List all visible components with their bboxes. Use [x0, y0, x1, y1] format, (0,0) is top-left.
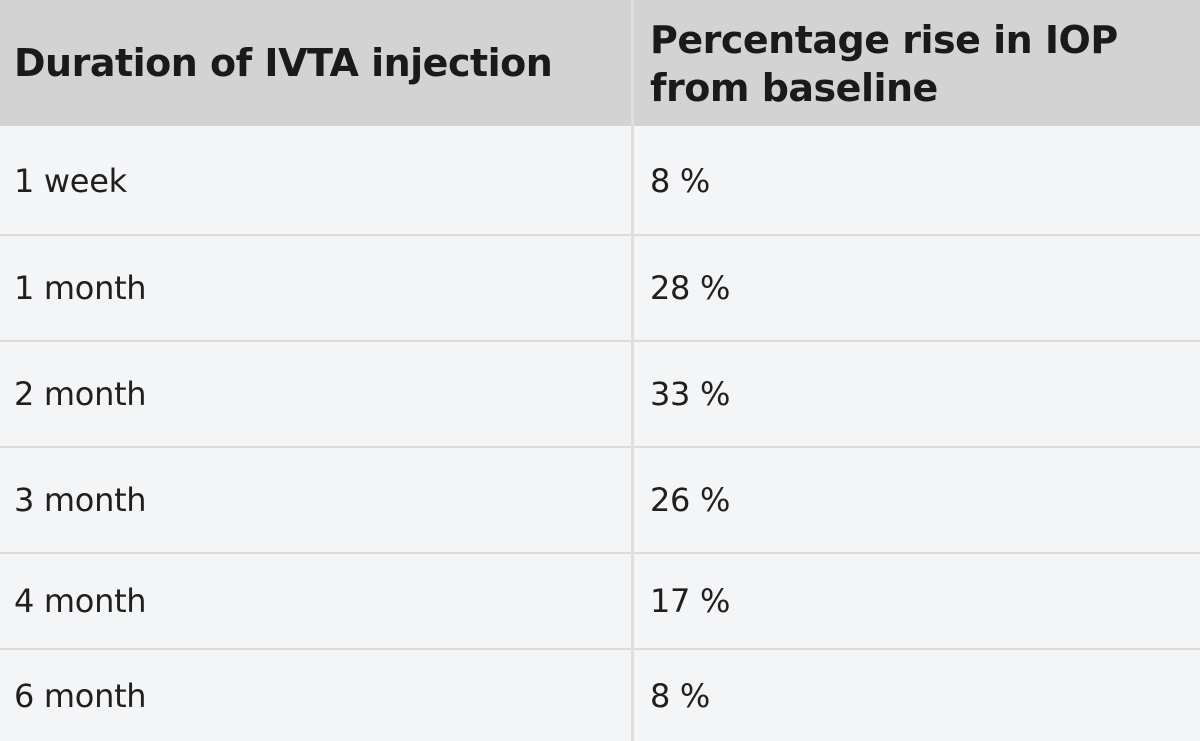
row-divider: [0, 234, 1200, 236]
row-divider: [0, 648, 1200, 650]
row-4-rise: 26 %: [650, 481, 731, 519]
row-divider: [0, 446, 1200, 448]
column-divider: [631, 0, 634, 741]
row-3-duration: 2 month: [14, 375, 147, 413]
row-1-duration: 1 week: [14, 162, 127, 200]
table-header-row: [0, 0, 1200, 126]
row-5-duration: 4 month: [14, 582, 147, 620]
row-6-rise: 8 %: [650, 676, 711, 715]
row-6-duration: 6 month: [14, 676, 147, 715]
row-4-duration: 3 month: [14, 481, 147, 519]
row-3-rise: 33 %: [650, 375, 731, 413]
row-2-rise: 28 %: [650, 269, 731, 307]
row-1-rise: 8 %: [650, 162, 711, 200]
row-5-rise: 17 %: [650, 582, 731, 620]
row-2-duration: 1 month: [14, 269, 147, 307]
row-divider: [0, 340, 1200, 342]
header-duration: Duration of IVTA injection: [14, 41, 553, 85]
row-divider: [0, 552, 1200, 554]
header-percentage-rise: Percentage rise in IOP from baseline: [650, 18, 1118, 110]
